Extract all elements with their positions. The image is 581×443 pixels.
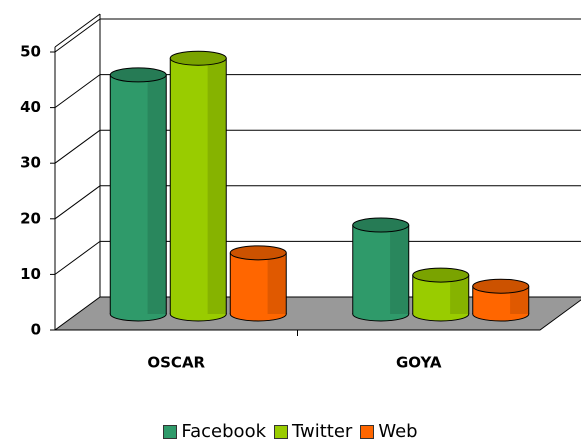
y-tick-label: 10 — [20, 265, 41, 283]
legend-swatch — [274, 424, 288, 439]
bar — [352, 217, 410, 322]
y-tick-label: 50 — [20, 43, 41, 61]
x-tick-label: OSCAR — [147, 354, 205, 372]
bar-shade — [390, 225, 409, 314]
legend-item: Facebook — [163, 421, 266, 442]
bar-shade — [147, 74, 167, 314]
bar-shade — [267, 252, 287, 314]
grid-line — [54, 18, 101, 53]
bar-top — [412, 267, 470, 283]
bar-shade — [207, 58, 227, 314]
bar-body — [170, 58, 227, 314]
bar-body — [352, 225, 409, 314]
bar — [229, 245, 287, 322]
bar — [472, 278, 530, 322]
bar-shade — [510, 286, 529, 314]
bar-body — [230, 252, 287, 314]
legend: Facebook Twitter Web — [0, 421, 581, 442]
bar-body — [110, 74, 167, 314]
wall-edge — [54, 13, 101, 48]
bar-top — [472, 278, 530, 294]
bar — [412, 267, 470, 322]
legend-label: Facebook — [181, 421, 266, 442]
grid-line — [54, 240, 101, 275]
bar-top — [109, 67, 167, 83]
legend-swatch — [163, 424, 178, 439]
y-tick-label: 40 — [20, 98, 41, 116]
bar-top — [169, 50, 227, 66]
bar-shade — [450, 275, 469, 314]
x-tick-label: GOYA — [396, 354, 442, 372]
grid-line — [54, 74, 101, 109]
legend-item: Web — [360, 421, 418, 442]
bar-top — [229, 245, 287, 261]
legend-label: Twitter — [292, 421, 353, 442]
legend-label: Web — [378, 421, 418, 442]
bar — [169, 50, 227, 322]
y-tick-label: 0 — [31, 321, 41, 339]
legend-swatch — [360, 424, 375, 439]
y-tick-label: 30 — [20, 154, 41, 172]
legend-item: Twitter — [274, 421, 352, 442]
grid-line — [54, 129, 101, 164]
grid-line — [54, 185, 101, 220]
y-tick-label: 20 — [20, 209, 41, 227]
bar — [109, 67, 167, 322]
chart: 0 10 20 30 40 50 OSCAR GOYA — [20, 13, 581, 372]
bar-top — [352, 217, 410, 233]
